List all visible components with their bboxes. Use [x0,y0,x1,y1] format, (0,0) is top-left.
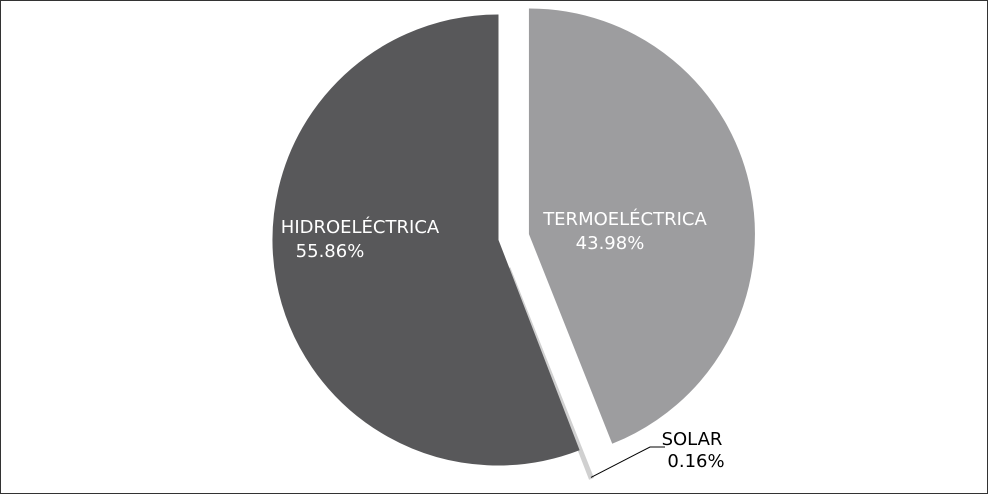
leader-line [590,446,665,478]
pie-slice [528,8,755,444]
slice-label: SOLAR [662,429,723,450]
slice-value: 0.16% [667,451,724,472]
slice-value: 43.98% [576,233,645,254]
pie-slice [272,14,580,466]
slice-value: 55.86% [296,241,365,262]
slice-label: TERMOELÉCTRICA [542,208,707,230]
slice-label: HIDROELÉCTRICA [281,216,440,238]
